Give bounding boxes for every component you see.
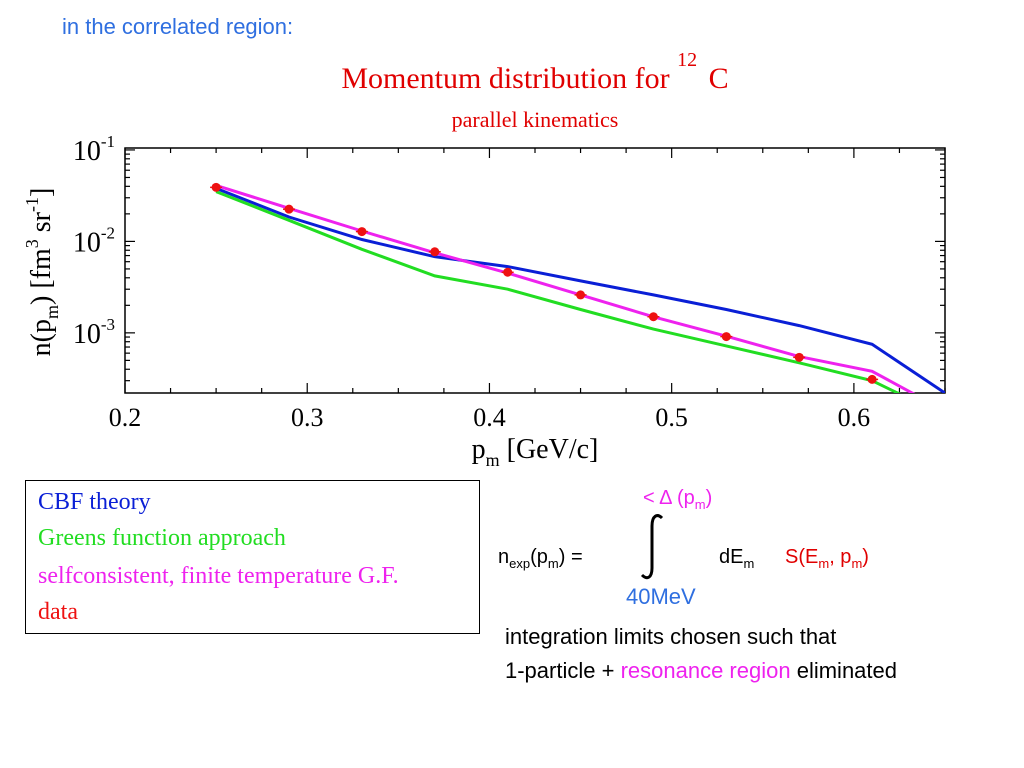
- data-point: [721, 332, 731, 342]
- data-point: [576, 290, 586, 300]
- formula-upper-limit: < Δ (pm): [643, 487, 713, 512]
- header-note: in the correlated region:: [62, 14, 294, 39]
- data-point: [794, 352, 804, 362]
- legend-box: CBF theory Greens function approach self…: [25, 480, 480, 634]
- data-point: [357, 227, 367, 237]
- data-point: [867, 374, 877, 384]
- data-point: [430, 247, 440, 257]
- formula-spectral-function: S(Em, pm): [785, 546, 869, 571]
- svg-text:Momentum distribution for: Momentum distribution for 12 C: [341, 40, 728, 95]
- chart-title-text: Momentum distribution for: [341, 62, 669, 95]
- note-line-1: integration limits chosen such that: [505, 624, 837, 649]
- formula-lhs: nexp(pm) =: [498, 546, 583, 571]
- axis-ticks: [124, 148, 946, 393]
- y-tick-label: 10-3: [73, 315, 115, 350]
- x-axis-label: pm [GeV/c]: [472, 434, 599, 470]
- formula-de: dEm: [719, 546, 755, 571]
- x-tick-label: 0.5: [655, 403, 688, 432]
- y-tick-label: 10-2: [73, 223, 115, 258]
- legend-item-cbf: CBF theory: [38, 489, 151, 515]
- legend-item-greens: Greens function approach: [38, 525, 286, 551]
- x-tick-label: 0.4: [473, 403, 506, 432]
- formula-lower-limit: 40MeV: [626, 584, 696, 609]
- chart-title-sup: 12: [677, 49, 697, 71]
- momentum-chart: Momentum distribution for 12 C parallel …: [22, 40, 946, 470]
- legend-item-data: data: [38, 599, 78, 625]
- data-point: [648, 312, 658, 322]
- data-point: [284, 204, 294, 214]
- y-tick-label: 10-1: [73, 132, 115, 167]
- series-line-cbf-theory: [215, 187, 945, 393]
- y-axis-label: n(pm) [fm3 sr-1]: [22, 188, 62, 357]
- integral-sign: [640, 514, 664, 580]
- note-line-2-highlight: resonance region: [620, 658, 791, 683]
- note-line-2: 1-particle + resonance region eliminated: [505, 658, 897, 684]
- series-group: [210, 182, 945, 393]
- chart-title-element: C: [709, 62, 729, 95]
- series-layer: [210, 182, 945, 393]
- series-line-greens-function-approach: [215, 190, 901, 393]
- chart-subtitle: parallel kinematics: [452, 107, 619, 132]
- x-tick-label: 0.2: [109, 403, 142, 432]
- chart-title: Momentum distribution for 12 C: [341, 40, 728, 95]
- note-line-2-c: eliminated: [796, 658, 897, 683]
- x-tick-labels: 0.2 0.3 0.4 0.5 0.6: [109, 403, 870, 432]
- data-point: [211, 182, 221, 192]
- note-line-2-a: 1-particle +: [505, 658, 615, 683]
- legend-item-selfconsistent: selfconsistent, finite temperature G.F.: [38, 563, 399, 589]
- data-point: [503, 267, 513, 277]
- x-tick-label: 0.6: [838, 403, 871, 432]
- x-tick-label: 0.3: [291, 403, 324, 432]
- y-tick-labels: 10-1 10-2 10-3: [73, 132, 115, 350]
